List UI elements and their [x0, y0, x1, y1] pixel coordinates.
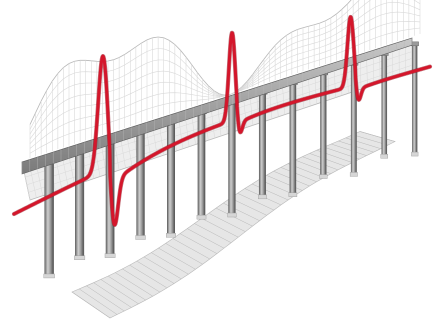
shadow-mesh-line	[201, 218, 239, 238]
shadow-mesh-line	[179, 233, 217, 254]
shadow-mesh-line	[151, 252, 189, 275]
shadow-mesh-line	[359, 131, 396, 142]
red-wave-curve	[11, 14, 433, 227]
pillar-foot	[411, 151, 419, 157]
shadow-mesh-line	[187, 228, 225, 249]
shadow-mesh-line	[122, 268, 161, 293]
shadow-mesh-line	[251, 183, 289, 201]
support-pillar	[381, 54, 388, 158]
pillar-foot	[380, 154, 389, 159]
support-pillar	[320, 73, 327, 178]
shadow-mesh-line	[309, 153, 346, 167]
support-pillar	[44, 160, 54, 278]
shadow-mesh-line	[230, 197, 267, 216]
support-pillar	[167, 122, 176, 237]
shadow-mesh-line	[107, 275, 146, 301]
shadow-mesh-line	[194, 223, 232, 243]
shadow-mesh-line	[165, 243, 203, 265]
shadow-mesh-line	[115, 272, 153, 297]
support-pillar	[412, 44, 418, 156]
shadow-mesh-line	[158, 247, 196, 270]
shadow-mesh-line	[143, 256, 182, 280]
support-pillar	[228, 102, 236, 217]
shadow-mesh-line	[86, 285, 125, 312]
shadow-mesh-line	[237, 193, 274, 211]
shadow-mesh-line	[129, 264, 168, 289]
support-pillar	[136, 131, 145, 239]
pillar-foot	[319, 174, 328, 179]
shadow-mesh-line	[266, 175, 303, 191]
pillar-foot	[166, 233, 176, 238]
shadow-mesh-line	[302, 156, 339, 171]
shadow-mesh-line	[71, 291, 111, 319]
pillar-foot	[258, 194, 267, 200]
shadow-mesh-line	[208, 213, 246, 232]
shadow-mesh-line	[79, 288, 118, 315]
shadow-mesh-line	[136, 260, 175, 284]
pillar-foot	[349, 172, 358, 177]
support-pillar	[197, 112, 206, 219]
shadow-mesh-line	[331, 143, 367, 156]
pillar-foot	[104, 253, 116, 258]
shadow-mesh-line	[93, 282, 132, 308]
grid-panel-rail	[25, 51, 413, 178]
shadow-mesh-line	[100, 279, 139, 305]
pillar-foot	[227, 212, 237, 218]
support-pillar	[75, 151, 85, 260]
support-pillar	[258, 93, 266, 199]
shadow-mesh-line	[172, 238, 210, 260]
pillar-foot	[135, 235, 146, 240]
pillar-foot	[43, 273, 55, 279]
top-beam	[21, 37, 413, 175]
shadow-mesh-line	[280, 167, 317, 182]
red-curve-line	[12, 15, 432, 227]
pillar-foot	[288, 192, 298, 197]
pillar-foot	[74, 255, 86, 260]
pillar-foot	[196, 214, 207, 220]
support-pillars	[42, 41, 419, 279]
